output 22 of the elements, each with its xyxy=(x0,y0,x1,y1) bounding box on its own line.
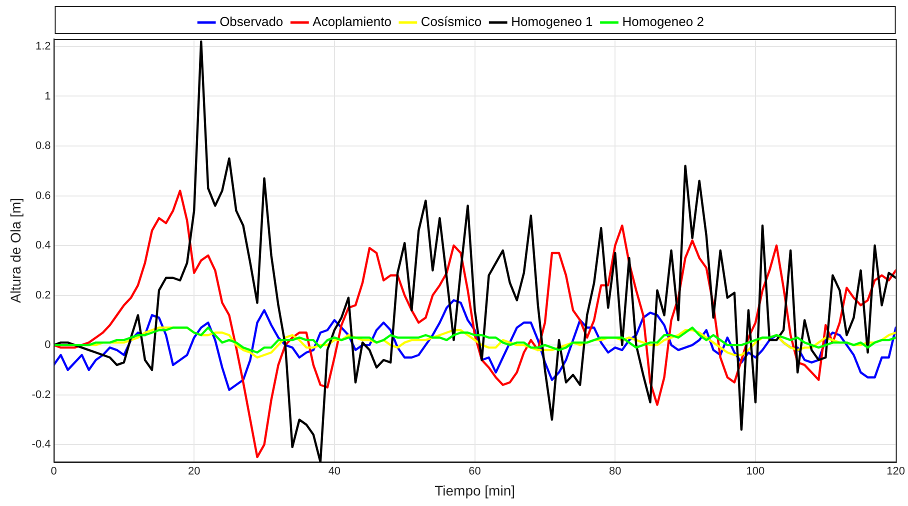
y-axis-title: Altura de Ola [m] xyxy=(7,198,24,304)
y-tick-label: 1 xyxy=(44,90,51,102)
y-tick-label: 0.2 xyxy=(35,289,51,302)
x-tick-label: 40 xyxy=(328,466,341,478)
x-tick-label: 60 xyxy=(468,466,481,478)
legend-label: Acoplamiento xyxy=(312,14,392,30)
legend-label: Cosísmico xyxy=(420,14,482,30)
legend-label: Homogeneo 2 xyxy=(622,14,704,30)
y-tick-label: 1.2 xyxy=(35,40,51,52)
x-tick-label: 120 xyxy=(886,466,906,478)
legend-label: Observado xyxy=(220,14,284,30)
y-tick-label: 0.8 xyxy=(35,140,51,152)
y-tick-label: 0.6 xyxy=(35,190,51,202)
y-tick-label: -0.2 xyxy=(32,388,51,401)
y-tick-label: -0.4 xyxy=(32,438,51,451)
y-tick-label: 0.4 xyxy=(35,240,51,252)
x-axis-title: Tiempo [min] xyxy=(434,482,515,498)
x-tick-label: 80 xyxy=(609,466,622,478)
x-tick-label: 100 xyxy=(746,466,765,478)
y-tick-label: 0 xyxy=(44,339,51,352)
legend-label: Homogeneo 1 xyxy=(511,14,593,30)
x-tick-label: 20 xyxy=(188,466,200,478)
